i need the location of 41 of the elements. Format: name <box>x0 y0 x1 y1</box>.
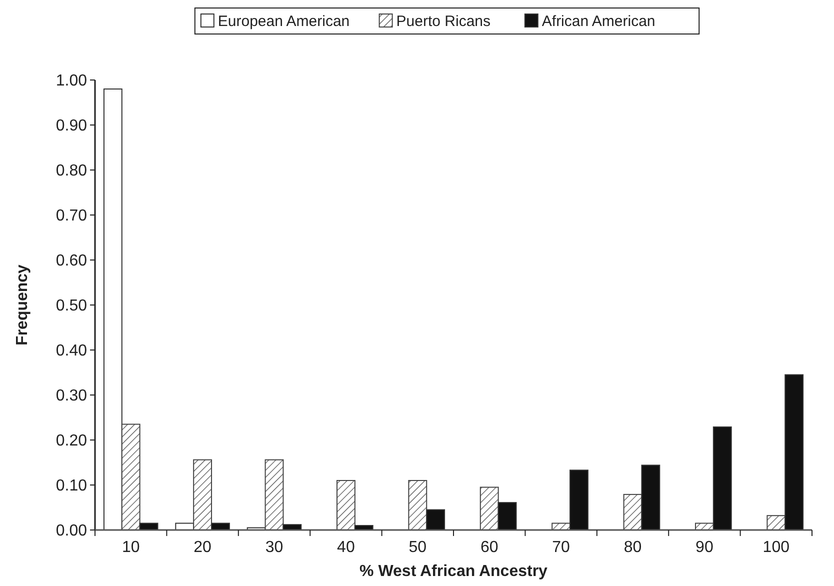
bar <box>623 494 642 530</box>
x-tick-label: 70 <box>552 539 570 556</box>
y-tick-label: 0.00 <box>56 522 88 540</box>
x-tick-label: 100 <box>762 539 790 556</box>
bar <box>570 470 588 530</box>
bar <box>408 480 428 530</box>
y-tick-label: 0.90 <box>56 118 88 135</box>
y-tick-label: 0.40 <box>56 342 88 360</box>
bar <box>336 480 356 530</box>
x-tick-label: 30 <box>265 539 284 556</box>
bar <box>641 464 660 530</box>
y-tick-label: 1.00 <box>56 72 88 90</box>
bar <box>498 502 517 530</box>
x-tick-label: 40 <box>337 539 355 556</box>
bar <box>426 509 446 530</box>
y-axis-title: Frequency <box>14 264 31 346</box>
x-tick-label: 20 <box>194 539 212 556</box>
x-tick-label: 80 <box>624 539 642 556</box>
bar <box>121 424 140 530</box>
bar <box>766 515 786 530</box>
x-axis-title: % West African Ancestry <box>360 563 548 580</box>
y-tick-label: 0.20 <box>56 432 88 450</box>
x-tick-label: 90 <box>696 539 714 556</box>
bar <box>193 459 212 530</box>
y-tick-label: 0.80 <box>56 162 88 180</box>
y-tick-label: 0.50 <box>56 298 88 315</box>
legend-label: Puerto Ricans <box>396 13 491 30</box>
legend-label: African American <box>542 13 656 30</box>
legend-label: European American <box>218 13 350 30</box>
bar <box>264 459 284 530</box>
y-tick-label: 0.60 <box>56 252 88 270</box>
x-tick-label: 60 <box>480 539 498 556</box>
bar <box>480 486 499 530</box>
x-tick-label: 50 <box>408 539 427 556</box>
bar <box>103 88 122 530</box>
x-tick-label: 10 <box>122 539 140 556</box>
y-tick-label: 0.70 <box>56 208 88 225</box>
bar <box>784 374 804 530</box>
y-tick-label: 0.10 <box>56 478 88 495</box>
bar <box>712 426 732 530</box>
y-tick-label: 0.30 <box>56 388 88 405</box>
